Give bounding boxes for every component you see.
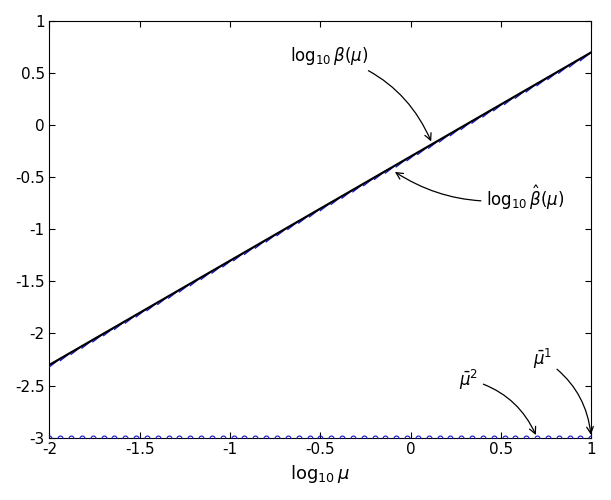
X-axis label: $\log_{10} \mu$: $\log_{10} \mu$ <box>290 463 350 485</box>
Text: $\log_{10} \beta(\mu)$: $\log_{10} \beta(\mu)$ <box>290 44 431 140</box>
Text: $\log_{10} \hat{\beta}(\mu)$: $\log_{10} \hat{\beta}(\mu)$ <box>396 172 565 212</box>
Text: $\bar{\mu}^1$: $\bar{\mu}^1$ <box>533 346 593 434</box>
Text: $\bar{\mu}^2$: $\bar{\mu}^2$ <box>459 368 536 434</box>
